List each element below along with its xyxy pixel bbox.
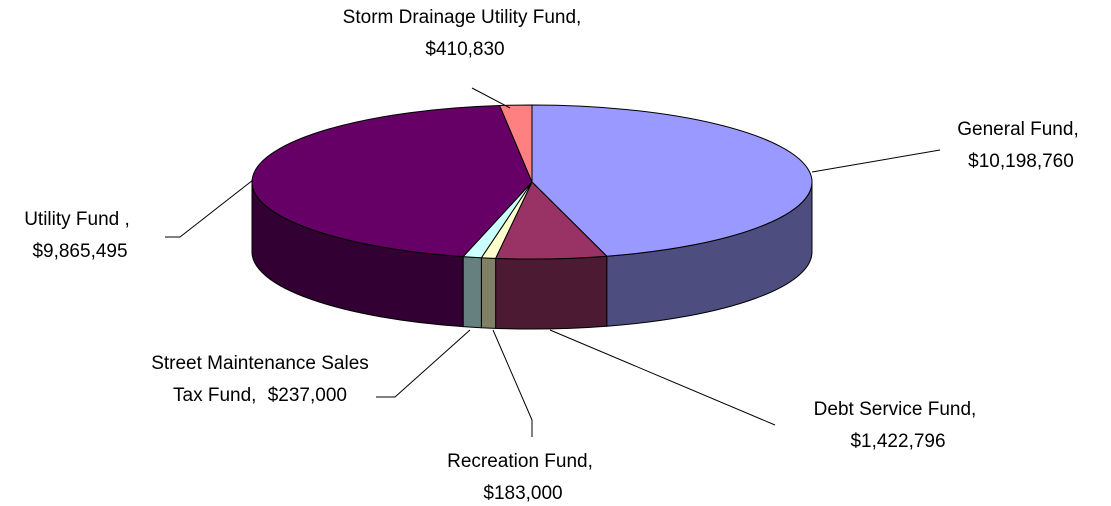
slice-label: Utility Fund , $9,865,495 — [2, 204, 152, 268]
category-label: Street Maintenance Sales Tax Fund, — [151, 353, 369, 406]
slice-label: General Fund, $10,198,760 — [943, 114, 1093, 178]
value-label: $183,000 — [483, 483, 563, 504]
slice-label: Street Maintenance Sales Tax Fund, $237,… — [150, 348, 370, 412]
leader-line — [492, 329, 533, 437]
pie-side — [462, 256, 482, 329]
pie-side — [495, 255, 608, 330]
slice-label: Storm Drainage Utility Fund, $410,830 — [342, 2, 582, 66]
category-label: Debt Service Fund, — [813, 399, 977, 420]
leader-line — [165, 179, 254, 238]
category-label: Utility Fund , — [24, 209, 130, 230]
category-label: Recreation Fund, — [447, 451, 593, 472]
category-label: Storm Drainage Utility Fund, — [342, 7, 582, 28]
category-label: General Fund, — [957, 119, 1079, 140]
pie-slice — [251, 105, 533, 258]
leader-line — [549, 329, 776, 426]
leader-line — [811, 149, 941, 173]
value-label: $1,422,796 — [850, 431, 946, 452]
slice-label: Recreation Fund, $183,000 — [435, 446, 605, 506]
leader-line — [471, 87, 511, 109]
pie-side — [480, 257, 497, 329]
value-label: $10,198,760 — [968, 151, 1074, 172]
slice-label: Debt Service Fund, $1,422,796 — [795, 394, 995, 458]
value-label: $237,000 — [267, 385, 347, 406]
leader-line — [376, 329, 471, 398]
pie-slice — [498, 104, 533, 183]
pie-slice — [494, 181, 608, 260]
value-label: $410,830 — [425, 39, 505, 60]
pie-slice — [531, 104, 813, 257]
value-label: $9,865,495 — [32, 241, 128, 262]
